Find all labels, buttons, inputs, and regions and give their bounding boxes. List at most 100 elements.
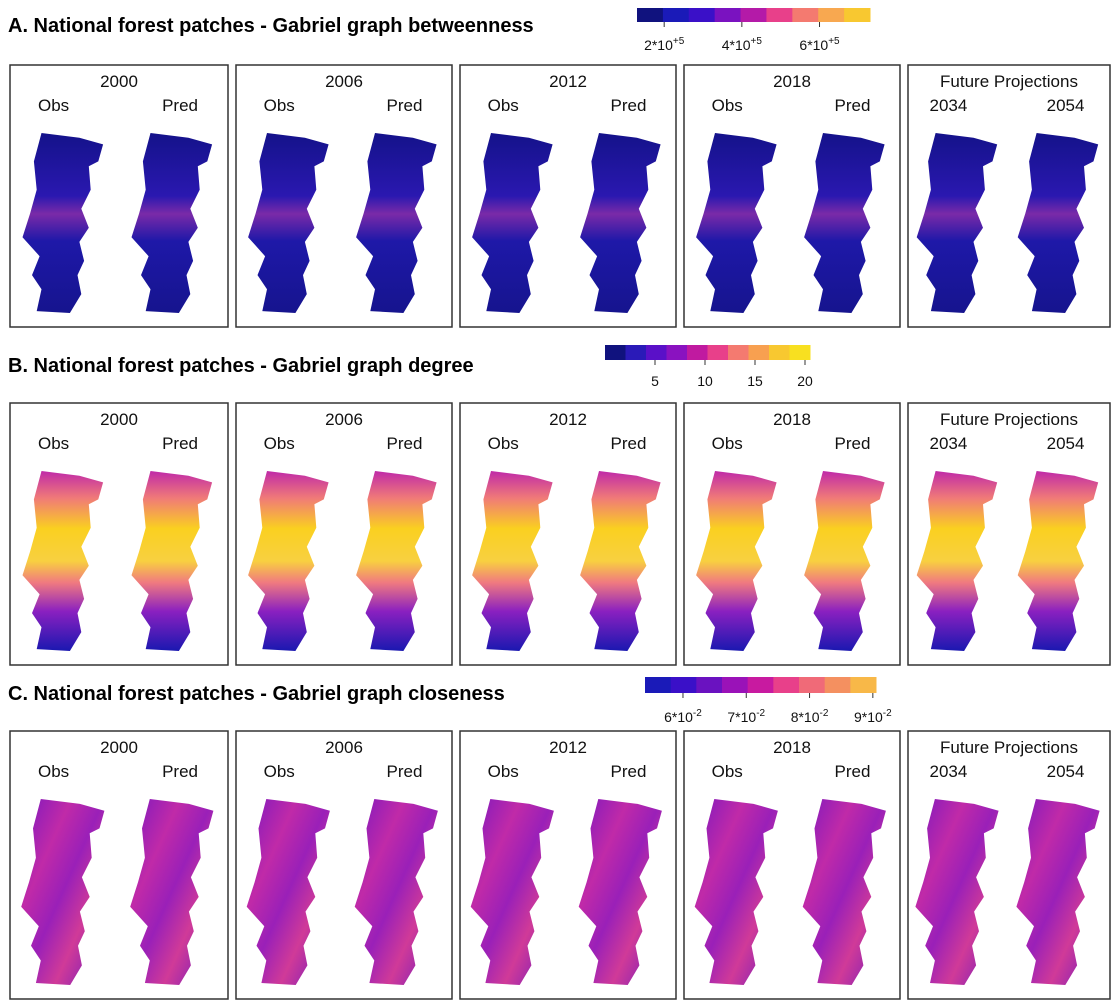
right-label: Pred (835, 762, 871, 781)
map (247, 799, 330, 985)
colorbar-segment (722, 677, 748, 693)
left-label: Obs (712, 762, 743, 781)
figure: A. National forest patches - Gabriel gra… (0, 0, 1112, 1005)
tick-base: 2*10 (644, 37, 673, 53)
right-label: 2054 (1047, 762, 1085, 781)
tick-exponent: -2 (693, 708, 702, 719)
right-label: Pred (387, 96, 423, 115)
right-label: 2054 (1047, 434, 1085, 453)
colorbar-segment (790, 345, 811, 360)
left-label: Obs (38, 762, 69, 781)
panel-heading: 2018 (773, 738, 811, 757)
left-label: Obs (264, 434, 295, 453)
panel-heading: 2000 (100, 410, 138, 429)
map (472, 471, 552, 651)
right-label: Pred (162, 762, 198, 781)
panel-heading: 2000 (100, 738, 138, 757)
map (248, 471, 329, 651)
map (248, 133, 329, 313)
tick-exponent: +5 (673, 36, 685, 47)
section-title: B. National forest patches - Gabriel gra… (8, 355, 474, 377)
map (23, 471, 104, 651)
map (917, 471, 998, 651)
colorbar-tick-label: 2*10+5 (644, 36, 685, 53)
map (356, 471, 437, 651)
map (696, 133, 777, 313)
map (356, 133, 437, 313)
colorbar-segment (818, 8, 844, 22)
left-label: 2034 (929, 96, 967, 115)
map (579, 799, 662, 985)
map (695, 799, 778, 985)
right-label: Pred (611, 434, 647, 453)
map (132, 471, 213, 651)
panel-heading: 2006 (325, 410, 363, 429)
colorbar-segment (671, 677, 697, 693)
map (917, 133, 998, 313)
map (23, 133, 104, 313)
map (132, 133, 213, 313)
tick-base: 6*10 (799, 37, 828, 53)
map (696, 471, 777, 651)
right-label: Pred (835, 434, 871, 453)
map (915, 799, 998, 985)
colorbar-tick-label: 7*10-2 (727, 708, 765, 725)
panel-heading: 2018 (773, 410, 811, 429)
colorbar-tick-label: 6*10-2 (664, 708, 702, 725)
left-label: Obs (488, 96, 519, 115)
tick-exponent: -2 (756, 708, 765, 719)
map (1018, 133, 1098, 313)
colorbar-tick-label: 9*10-2 (854, 708, 892, 725)
map (580, 133, 661, 313)
colorbar-segment (626, 345, 647, 360)
colorbar-segment (687, 345, 708, 360)
panel-heading: 2006 (325, 738, 363, 757)
colorbar-segment (850, 677, 876, 693)
right-label: Pred (611, 762, 647, 781)
map (21, 799, 104, 985)
tick-base: 8*10 (791, 709, 820, 725)
colorbar-segment (708, 345, 729, 360)
panel-heading: 2006 (325, 72, 363, 91)
colorbar-segment (773, 677, 799, 693)
colorbar-segment (844, 8, 870, 22)
body: A. National forest patches - Gabriel gra… (0, 0, 1112, 1005)
right-label: Pred (387, 762, 423, 781)
map (1018, 471, 1098, 651)
colorbar-tick-label: 20 (797, 373, 813, 389)
right-label: Pred (387, 434, 423, 453)
right-label: Pred (162, 96, 198, 115)
page: Gabriel graph metrics {"sections": [ {"t… (0, 0, 1112, 1005)
colorbar-segment (728, 345, 749, 360)
right-label: Pred (835, 96, 871, 115)
colorbar-segment (766, 8, 792, 22)
tick-exponent: -2 (883, 708, 892, 719)
colorbar-tick-label: 10 (697, 373, 713, 389)
colorbar-tick-label: 4*10+5 (722, 36, 763, 53)
colorbar-segment (663, 8, 689, 22)
colorbar-tick-label: 15 (747, 373, 763, 389)
colorbar-segment (637, 8, 663, 22)
panel-heading: Future Projections (940, 410, 1078, 429)
colorbar-segment (769, 345, 790, 360)
map (355, 799, 438, 985)
tick-exponent: +5 (751, 36, 763, 47)
panel-heading: 2012 (549, 72, 587, 91)
left-label: Obs (488, 762, 519, 781)
panel-heading: 2000 (100, 72, 138, 91)
map (472, 133, 552, 313)
panel-heading: Future Projections (940, 72, 1078, 91)
tick-base: 7*10 (727, 709, 756, 725)
panel-heading: 2012 (549, 738, 587, 757)
colorbar-segment (749, 345, 770, 360)
panel-heading: 2018 (773, 72, 811, 91)
tick-base: 4*10 (722, 37, 751, 53)
colorbar-segment (715, 8, 741, 22)
panel-heading: 2012 (549, 410, 587, 429)
colorbar-segment (792, 8, 818, 22)
colorbar-tick-label: 6*10+5 (799, 36, 840, 53)
colorbar-segment (825, 677, 851, 693)
section-title: A. National forest patches - Gabriel gra… (8, 15, 534, 37)
map (804, 471, 885, 651)
map (471, 799, 554, 985)
